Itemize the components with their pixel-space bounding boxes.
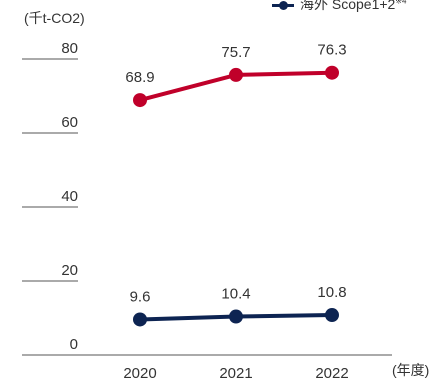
data-point — [133, 93, 147, 108]
data-point — [133, 312, 147, 327]
data-point — [325, 308, 339, 323]
legend-marker — [272, 0, 294, 10]
legend-label: 海外 Scope1+2 — [300, 0, 396, 12]
data-label: 10.8 — [317, 284, 346, 301]
y-tick-label: 60 — [61, 114, 78, 131]
data-label: 10.4 — [221, 286, 250, 303]
data-point — [325, 65, 339, 80]
data-label: 9.6 — [130, 288, 151, 305]
y-tick-label: 20 — [61, 262, 78, 279]
y-tick-label: 0 — [70, 336, 78, 353]
data-point — [229, 67, 243, 82]
data-label: 76.3 — [317, 42, 346, 59]
legend-overseas: 海外 Scope1+2※4 — [272, 0, 407, 14]
data-point — [229, 309, 243, 324]
x-tick-label: 2020 — [123, 365, 156, 380]
y-axis-label: (千t-CO2) — [24, 10, 85, 26]
data-label: 75.7 — [221, 44, 250, 61]
legend-note: ※4 — [395, 0, 407, 6]
y-tick-label: 80 — [61, 40, 78, 57]
x-tick-label: 2022 — [315, 365, 348, 380]
y-tick-label: 40 — [61, 188, 78, 205]
x-axis-unit: (年度) — [392, 362, 429, 378]
data-label: 68.9 — [125, 69, 154, 86]
x-tick-label: 2021 — [219, 365, 252, 380]
